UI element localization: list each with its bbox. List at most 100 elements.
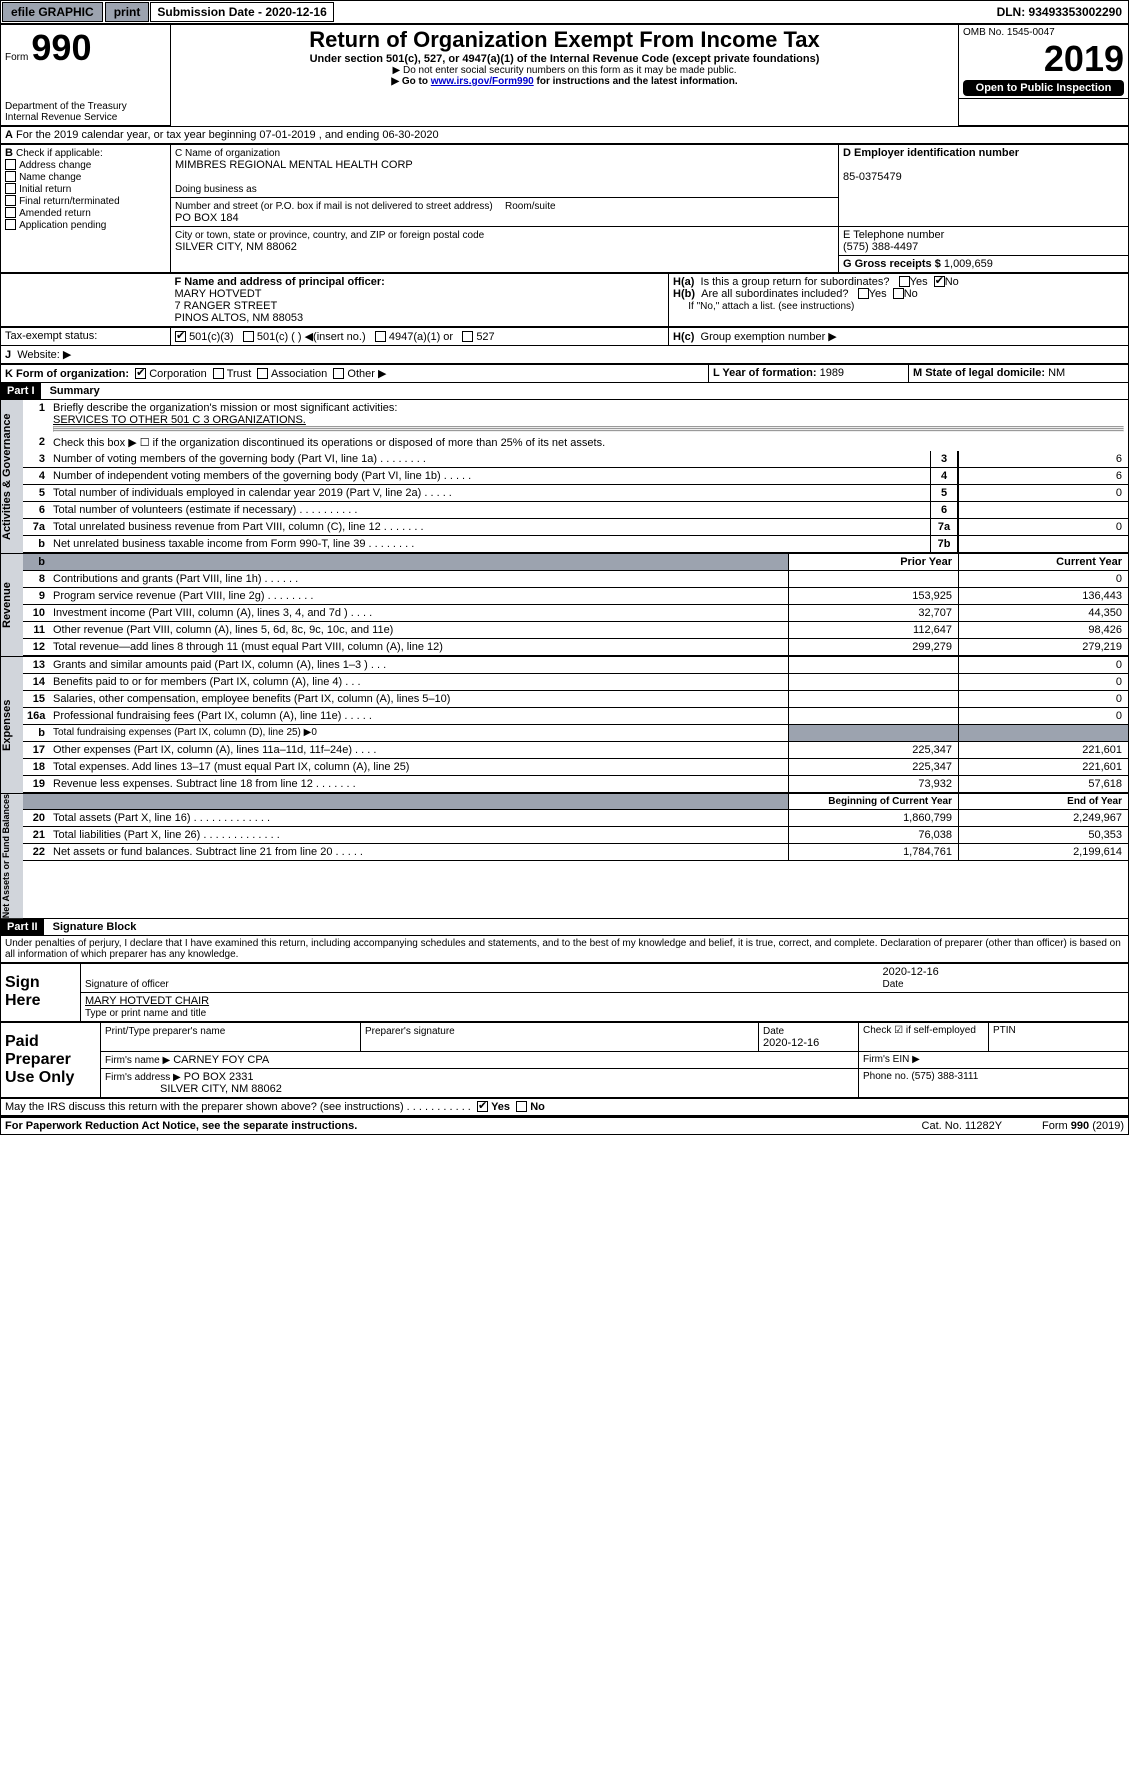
firm-phone-label: Phone no. — [863, 1071, 909, 1082]
line-4-val: 6 — [958, 468, 1128, 484]
end-year-header: End of Year — [958, 794, 1128, 809]
line-15-text: Salaries, other compensation, employee b… — [49, 691, 788, 707]
line-18-text: Total expenses. Add lines 13–17 (must eq… — [49, 759, 788, 775]
begin-year-header: Beginning of Current Year — [788, 794, 958, 809]
line-4-num: 4 — [930, 468, 958, 484]
application-pending-checkbox[interactable] — [5, 219, 16, 230]
org-name-label: C Name of organization — [175, 148, 280, 159]
final-return-checkbox[interactable] — [5, 195, 16, 206]
ha-no-checkbox[interactable] — [934, 276, 945, 287]
line-16a-curr: 0 — [958, 708, 1128, 724]
line-6-text: Total number of volunteers (estimate if … — [49, 502, 930, 518]
line-7a-num: 7a — [930, 519, 958, 535]
line-4-text: Number of independent voting members of … — [49, 468, 930, 484]
may-irs-text: May the IRS discuss this return with the… — [5, 1101, 471, 1113]
type-name-label: Type or print name and title — [85, 1008, 206, 1019]
line-19-curr: 57,618 — [958, 776, 1128, 792]
name-change-checkbox[interactable] — [5, 171, 16, 182]
self-employed-check: Check ☑ if self-employed — [859, 1022, 989, 1051]
efile-button[interactable]: efile GRAPHIC — [2, 2, 103, 22]
print-button[interactable]: print — [105, 2, 150, 22]
initial-return-checkbox[interactable] — [5, 183, 16, 194]
initial-return-label: Initial return — [19, 184, 71, 195]
line-13-curr: 0 — [958, 657, 1128, 673]
trust-checkbox[interactable] — [213, 368, 224, 379]
addr-label: Number and street (or P.O. box if mail i… — [175, 201, 493, 212]
prep-date-value: 2020-12-16 — [763, 1037, 819, 1049]
assoc-label: Association — [271, 368, 327, 380]
mission-label: Briefly describe the organization's miss… — [53, 402, 397, 414]
discuss-yes-checkbox[interactable] — [477, 1101, 488, 1112]
sig-officer-label: Signature of officer — [85, 979, 169, 990]
year-formation-label: L Year of formation: — [713, 367, 817, 379]
goto-note: ▶ Go to www.irs.gov/Form990 for instruct… — [175, 76, 954, 87]
part-i-title: Summary — [44, 383, 106, 399]
other-checkbox[interactable] — [333, 368, 344, 379]
goto-post: for instructions and the latest informat… — [537, 76, 738, 87]
line-17-prior: 225,347 — [788, 742, 958, 758]
line-12-text: Total revenue—add lines 8 through 11 (mu… — [49, 639, 788, 655]
line-5-text: Total number of individuals employed in … — [49, 485, 930, 501]
ha-yes-checkbox[interactable] — [899, 276, 910, 287]
hb-no-checkbox[interactable] — [893, 288, 904, 299]
line-14-text: Benefits paid to or for members (Part IX… — [49, 674, 788, 690]
state-domicile-label: M State of legal domicile: — [913, 367, 1045, 379]
entity-info-table: B Check if applicable: Address change Na… — [0, 144, 1129, 273]
line-11-curr: 98,426 — [958, 622, 1128, 638]
prior-year-header: Prior Year — [788, 554, 958, 570]
line-7b-num: 7b — [930, 536, 958, 552]
check-applicable-label: Check if applicable: — [16, 148, 103, 159]
line-16b-curr — [958, 725, 1128, 741]
form-prefix: Form — [5, 52, 28, 63]
line-9-text: Program service revenue (Part VIII, line… — [49, 588, 788, 604]
discuss-yes-label: Yes — [491, 1101, 510, 1113]
line-18-prior: 225,347 — [788, 759, 958, 775]
line-12-curr: 279,219 — [958, 639, 1128, 655]
year-formation-value: 1989 — [820, 367, 844, 379]
mission-value: SERVICES TO OTHER 501 C 3 ORGANIZATIONS. — [53, 414, 306, 426]
form-number: 990 — [31, 27, 91, 68]
dln-label: DLN: 93493353002290 — [991, 3, 1128, 21]
submission-date: Submission Date - 2020-12-16 — [150, 2, 333, 22]
line-7b-val — [958, 536, 1128, 552]
corp-checkbox[interactable] — [135, 368, 146, 379]
line-17-text: Other expenses (Part IX, column (A), lin… — [49, 742, 788, 758]
501c-checkbox[interactable] — [243, 331, 254, 342]
line-7b-text: Net unrelated business taxable income fr… — [49, 536, 930, 552]
line-22-text: Net assets or fund balances. Subtract li… — [49, 844, 788, 860]
4947-label: 4947(a)(1) or — [389, 331, 453, 343]
line-12-prior: 299,279 — [788, 639, 958, 655]
assoc-checkbox[interactable] — [257, 368, 268, 379]
line-18-curr: 221,601 — [958, 759, 1128, 775]
line-8-text: Contributions and grants (Part VIII, lin… — [49, 571, 788, 587]
hb-note: If "No," attach a list. (see instruction… — [688, 301, 854, 312]
line-6-num: 6 — [930, 502, 958, 518]
line-10-text: Investment income (Part VIII, column (A)… — [49, 605, 788, 621]
line-3-text: Number of voting members of the governin… — [49, 451, 930, 467]
line-10-curr: 44,350 — [958, 605, 1128, 621]
amended-return-checkbox[interactable] — [5, 207, 16, 218]
discuss-no-checkbox[interactable] — [516, 1101, 527, 1112]
hb-yes-checkbox[interactable] — [858, 288, 869, 299]
section-b: B Check if applicable: Address change Na… — [1, 144, 171, 272]
gross-receipts-value: 1,009,659 — [944, 258, 993, 270]
4947-checkbox[interactable] — [375, 331, 386, 342]
tax-exempt-label: Tax-exempt status: — [1, 327, 171, 345]
527-checkbox[interactable] — [462, 331, 473, 342]
form990-link[interactable]: www.irs.gov/Form990 — [431, 76, 534, 87]
firm-addr-value: PO BOX 2331 — [184, 1071, 254, 1083]
part-ii-title: Signature Block — [47, 919, 143, 935]
officer-addr1: 7 RANGER STREET — [175, 300, 278, 312]
dba-label: Doing business as — [175, 184, 257, 195]
form-footer: Form 990 (2019) — [1042, 1120, 1124, 1132]
line-9-curr: 136,443 — [958, 588, 1128, 604]
firm-ein-label: Firm's EIN ▶ — [859, 1051, 1129, 1068]
line-15-curr: 0 — [958, 691, 1128, 707]
address-change-checkbox[interactable] — [5, 159, 16, 170]
may-irs-discuss: May the IRS discuss this return with the… — [1, 1098, 1129, 1115]
line-21-curr: 50,353 — [958, 827, 1128, 843]
final-return-label: Final return/terminated — [19, 196, 120, 207]
501c3-checkbox[interactable] — [175, 331, 186, 342]
line-14-curr: 0 — [958, 674, 1128, 690]
ssn-note: ▶ Do not enter social security numbers o… — [175, 65, 954, 76]
